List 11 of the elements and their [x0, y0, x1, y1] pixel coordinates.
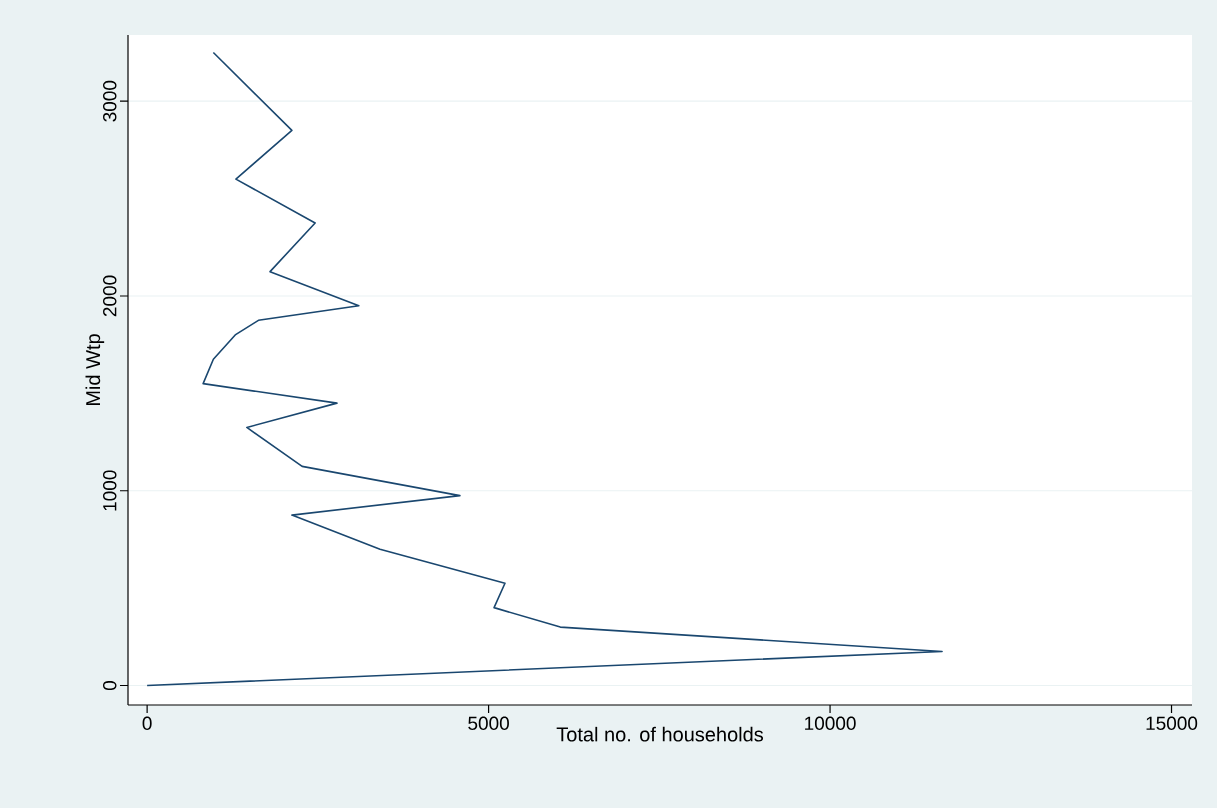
x-tick-label: 5000 — [468, 716, 509, 730]
x-tick-label: 10000 — [805, 716, 856, 730]
x-tick-label: 0 — [142, 716, 152, 730]
y-tick-label: 1000 — [103, 470, 117, 511]
line-series — [146, 51, 943, 687]
y-tick-label: 0 — [103, 680, 117, 691]
x-axis-title: Total no. of households — [556, 726, 764, 742]
x-tick-label: 15000 — [1146, 716, 1198, 730]
y-axis-title: Mid Wtp — [85, 334, 105, 406]
y-tick-label: 3000 — [103, 80, 117, 122]
y-tick-label: 2000 — [103, 275, 117, 317]
